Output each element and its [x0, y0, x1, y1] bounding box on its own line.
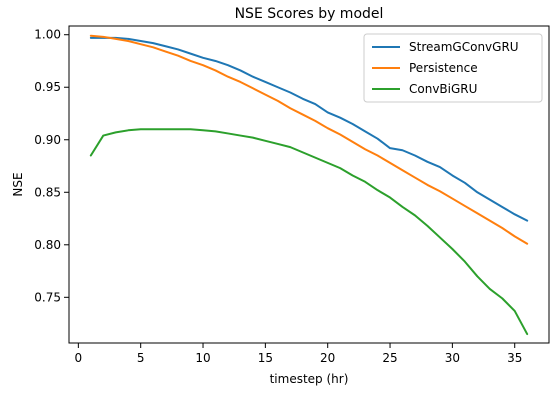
y-tick-label: 0.85: [34, 185, 61, 199]
series-line-convbigru: [89, 128, 529, 336]
axes: 0 5 10 15 20 25 30 35 0.75 0.80 0.85 0.90 0.95 1.00: [34, 25, 550, 365]
x-tick-label: 25: [382, 351, 397, 365]
series-line-persistence: [89, 34, 529, 245]
plot-frame: [68, 25, 550, 344]
x-tick-label: 5: [137, 351, 145, 365]
legend-label: StreamGConvGRU: [409, 40, 519, 54]
y-tick-label: 0.90: [34, 133, 61, 147]
legend-label: ConvBiGRU: [409, 82, 477, 96]
x-tick-label: 0: [75, 351, 83, 365]
y-axis-title: NSE: [11, 172, 25, 196]
y-tick-label: 1.00: [34, 28, 61, 42]
y-tick-label: 0.95: [34, 80, 61, 94]
x-axis-title: timestep (hr): [270, 372, 349, 386]
legend: StreamGConvGRU Persistence ConvBiGRU: [363, 33, 543, 103]
x-tick-label: 20: [320, 351, 335, 365]
y-tick-label: 0.80: [34, 238, 61, 252]
x-tick-label: 15: [258, 351, 273, 365]
x-tick-label: 10: [195, 351, 210, 365]
x-tick-label: 35: [507, 351, 522, 365]
legend-box: [363, 33, 543, 103]
legend-label: Persistence: [409, 61, 478, 75]
x-tick-label: 30: [445, 351, 460, 365]
y-tick-label: 0.75: [34, 290, 61, 304]
series-line-streamgconvgru: [89, 36, 529, 222]
plot-area: [89, 34, 529, 336]
chart-title: NSE Scores by model: [235, 6, 384, 22]
